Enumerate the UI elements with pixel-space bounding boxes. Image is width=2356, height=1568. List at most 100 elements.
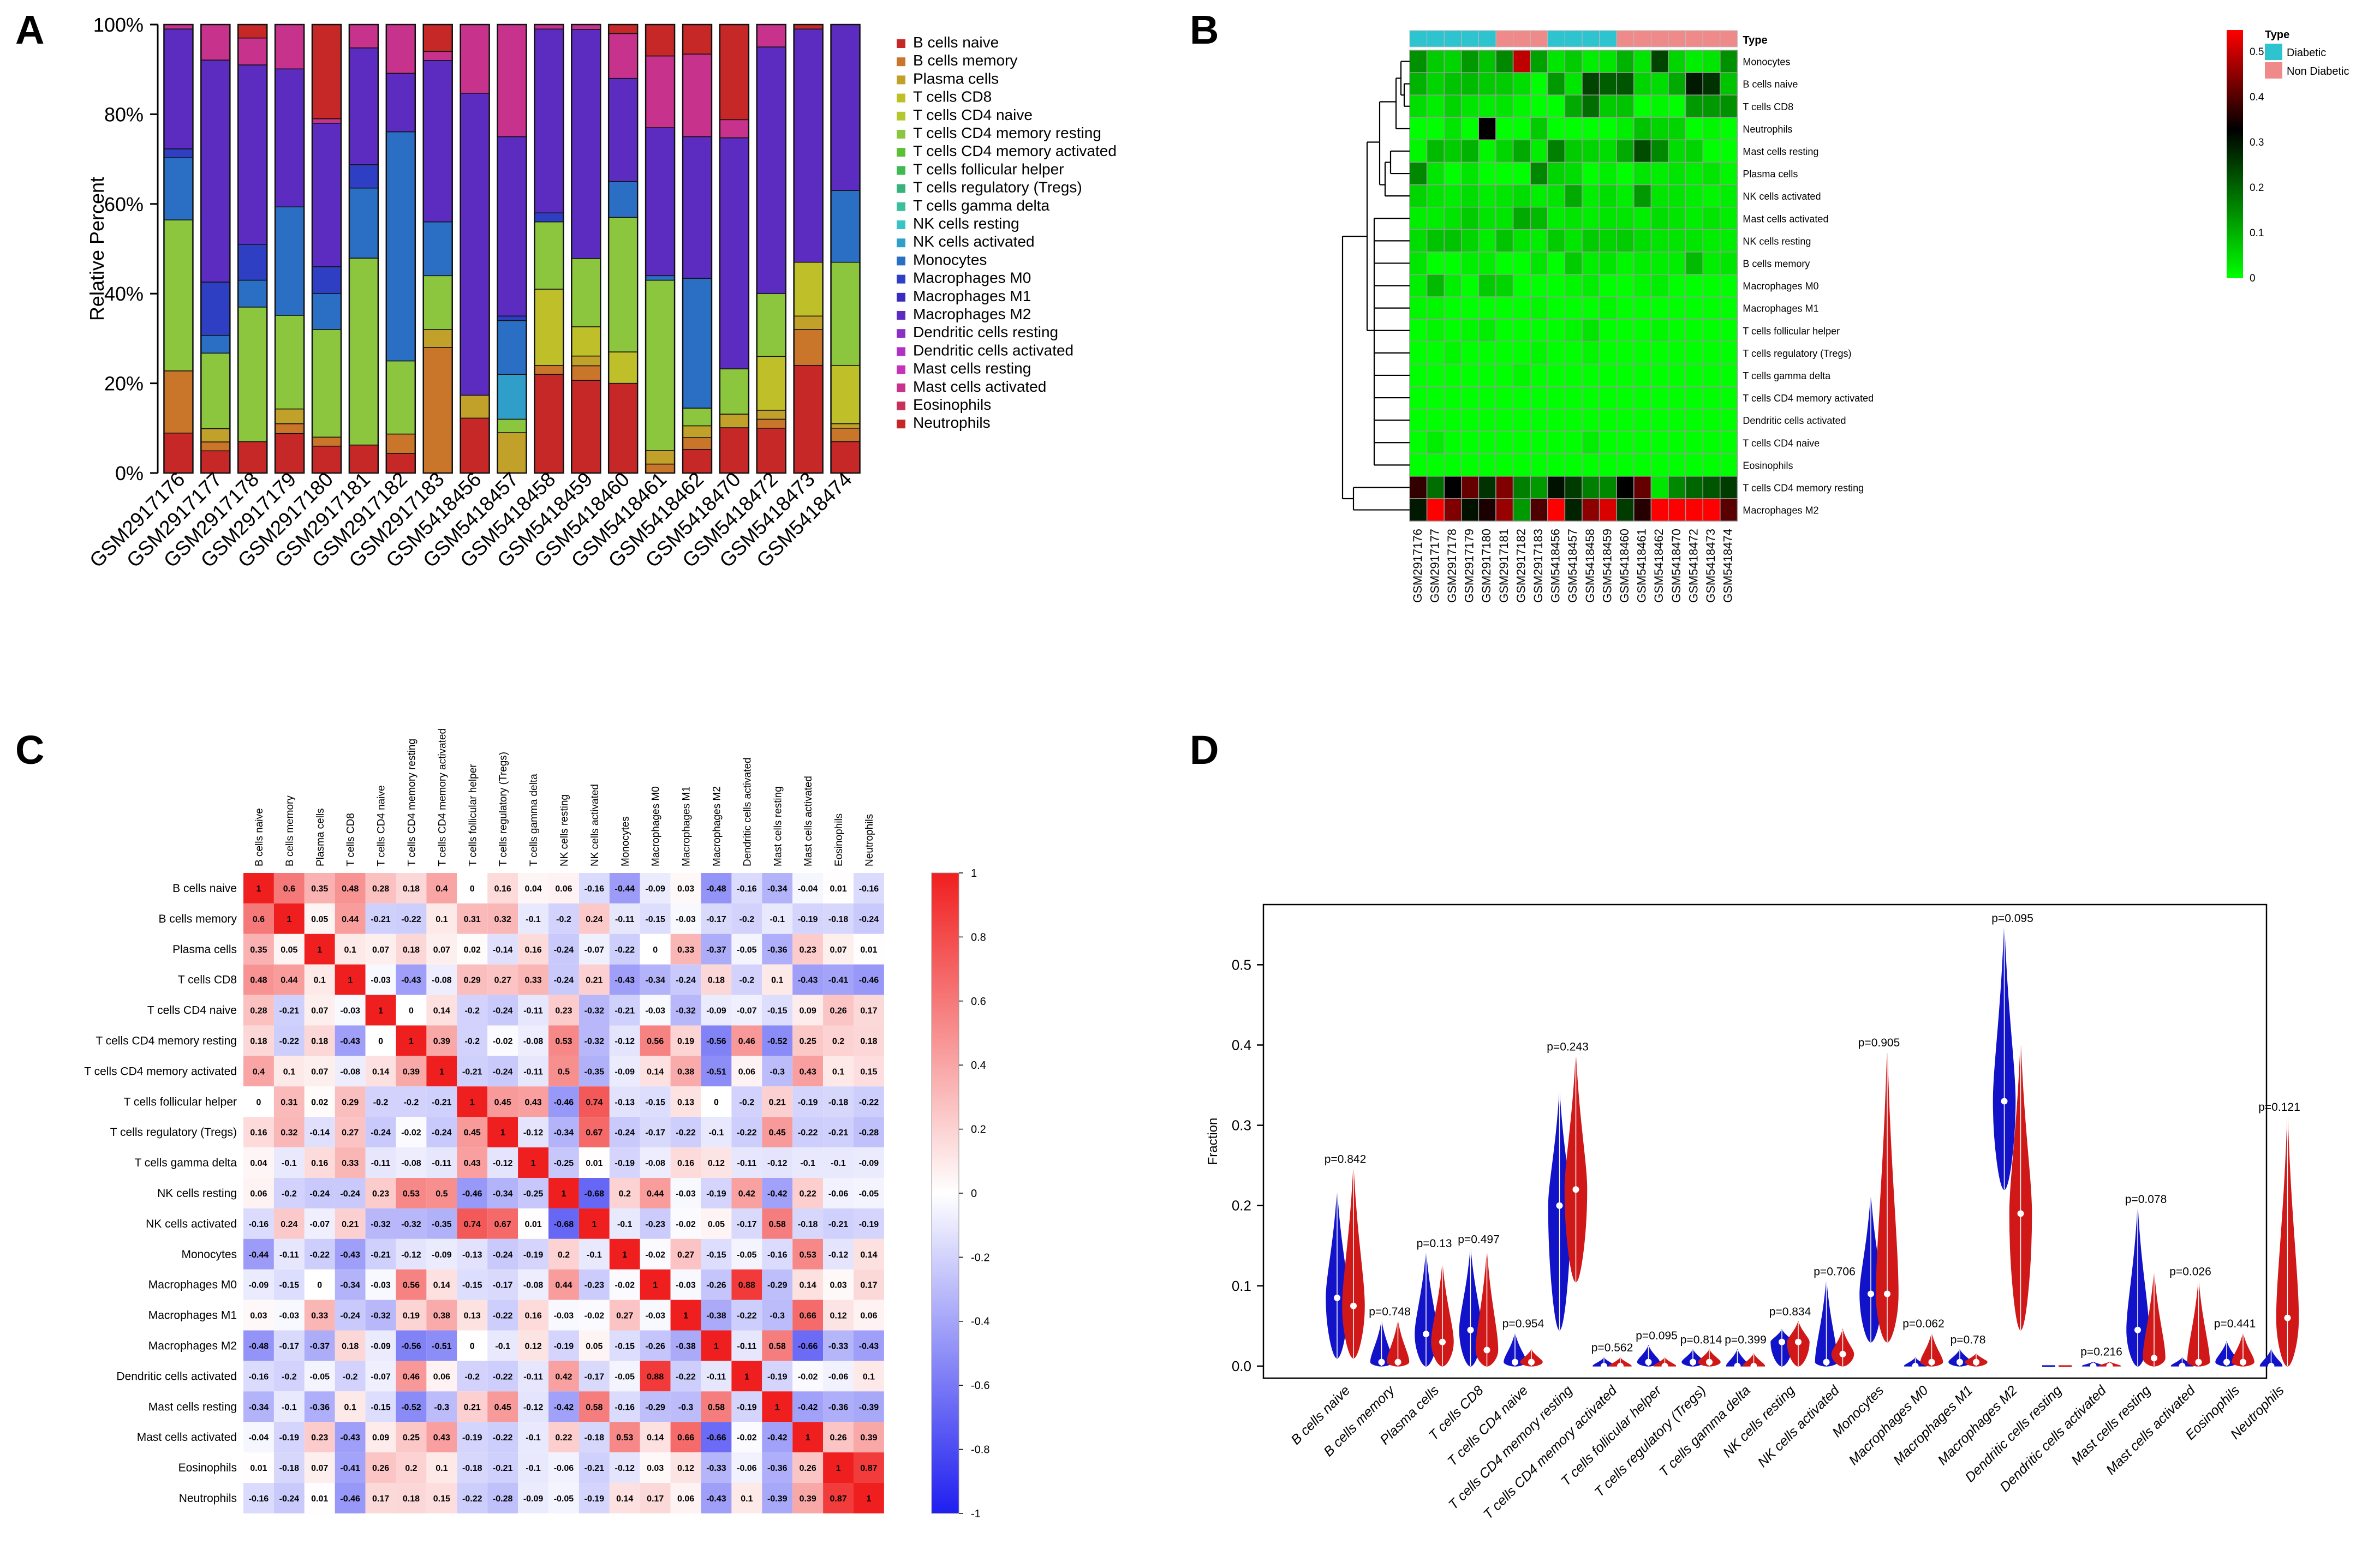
bar-outline — [756, 23, 787, 474]
heatmap-cell — [1668, 50, 1686, 73]
corr-value: 0.06 — [250, 1189, 267, 1199]
corr-value: 1 — [439, 1067, 444, 1076]
corr-value: -0.22 — [493, 1312, 513, 1321]
legend-swatch — [897, 130, 905, 139]
p-value-label: p=0.095 — [1991, 912, 2033, 925]
corr-cell — [457, 903, 488, 934]
corr-value: 0.67 — [586, 1128, 603, 1138]
corr-value: 0 — [409, 1007, 414, 1016]
corr-cell — [578, 1178, 610, 1208]
heatmap-cell — [1702, 498, 1721, 522]
heatmap-cell — [1633, 161, 1652, 185]
corr-value: -0.05 — [310, 1372, 330, 1381]
corr-value: -0.06 — [828, 1372, 849, 1381]
y-tick-label: 100% — [93, 14, 144, 36]
corr-value: -0.19 — [767, 1372, 788, 1381]
corr-cell — [823, 1147, 854, 1178]
corr-cell — [426, 1269, 457, 1300]
corr-cell — [457, 1117, 488, 1148]
corr-cell — [823, 1300, 854, 1331]
corr-row-label: B cells memory — [158, 913, 237, 925]
colorbar-tick-label: -0.4 — [971, 1316, 989, 1328]
heatmap-row-label: Macrophages M0 — [1743, 281, 1818, 292]
corr-value: 0.17 — [372, 1494, 389, 1504]
corr-value: 0.1 — [436, 915, 448, 924]
corr-cell — [457, 964, 488, 995]
corr-cell — [854, 903, 884, 934]
violin-median — [1957, 1358, 1963, 1366]
annotation-cell — [1650, 30, 1669, 47]
corr-cell — [304, 903, 335, 934]
bar-segment — [163, 157, 194, 220]
heatmap-cell — [1702, 72, 1721, 95]
corr-cell — [548, 964, 579, 995]
heatmap-cell — [1426, 386, 1445, 410]
corr-value: 0.25 — [403, 1433, 420, 1443]
heatmap-cell — [1616, 229, 1635, 253]
heatmap-cell — [1668, 476, 1686, 499]
corr-cell — [457, 1269, 488, 1300]
corr-cell — [578, 1086, 610, 1117]
corr-value: 0.06 — [433, 1372, 450, 1381]
corr-value: 0.19 — [677, 1037, 694, 1046]
corr-cell — [426, 1330, 457, 1361]
corr-cell — [670, 1422, 701, 1453]
corr-value: 0.44 — [555, 1281, 572, 1290]
corr-cell — [609, 964, 640, 995]
corr-cell — [823, 1452, 854, 1483]
heatmap-cell — [1598, 206, 1617, 230]
heatmap-cell — [1720, 498, 1738, 522]
corr-value: 0.01 — [860, 945, 877, 955]
y-axis-title: Fraction — [1206, 1118, 1220, 1165]
heatmap-cell — [1478, 252, 1496, 275]
corr-value: 0.38 — [677, 1067, 694, 1076]
corr-value: -0.3 — [770, 1312, 785, 1321]
corr-value: -0.24 — [340, 1312, 360, 1321]
heatmap-cell — [1409, 252, 1428, 275]
heatmap-cell — [1598, 72, 1617, 95]
corr-cell — [335, 903, 366, 934]
bar-segment — [830, 190, 861, 263]
heatmap-cell — [1720, 252, 1738, 275]
corr-value: -0.18 — [584, 1433, 605, 1443]
heatmap-cell — [1598, 50, 1617, 73]
corr-cell — [304, 1483, 335, 1513]
corr-cell — [487, 1025, 518, 1056]
bar-segment — [830, 428, 861, 442]
corr-cell — [518, 1238, 548, 1270]
bar-segment — [460, 417, 490, 474]
heatmap-col-label: GSM2917176 — [1411, 529, 1424, 603]
heatmap-cell — [1582, 206, 1600, 230]
corr-col-label: NK cells activated — [589, 784, 601, 866]
corr-value: 0.03 — [250, 1312, 267, 1321]
heatmap-cell — [1668, 341, 1686, 365]
corr-value: 0.03 — [677, 884, 694, 894]
colorbar-tick-label: 0.2 — [2250, 182, 2264, 194]
corr-cell — [426, 1147, 457, 1178]
corr-value: -0.24 — [859, 915, 879, 924]
violin-median — [2179, 1362, 2186, 1369]
heatmap-cell — [1650, 453, 1669, 477]
bar-outline — [830, 23, 861, 474]
corr-value: -0.18 — [828, 915, 849, 924]
bar-segment — [312, 436, 342, 447]
corr-value: 0.35 — [311, 884, 328, 894]
corr-cell — [609, 1056, 640, 1087]
heatmap-cell — [1598, 94, 1617, 118]
corr-value: -0.34 — [645, 976, 665, 985]
heatmap-cell — [1478, 50, 1496, 73]
heatmap-cell — [1478, 117, 1496, 141]
corr-cell — [548, 1086, 579, 1117]
heatmap-cell — [1461, 363, 1480, 387]
corr-value: 0.39 — [403, 1067, 420, 1076]
corr-cell — [457, 933, 488, 965]
heatmap-cell — [1426, 274, 1445, 297]
heatmap-cell — [1444, 184, 1462, 208]
corr-cell — [854, 1391, 884, 1422]
corr-value: 0.12 — [708, 1159, 725, 1168]
p-value-label: p=0.814 — [1680, 1334, 1722, 1346]
annotation-title: Type — [1743, 34, 1767, 46]
corr-cell — [731, 903, 762, 934]
corr-cell — [426, 933, 457, 965]
corr-cell — [640, 1422, 671, 1453]
